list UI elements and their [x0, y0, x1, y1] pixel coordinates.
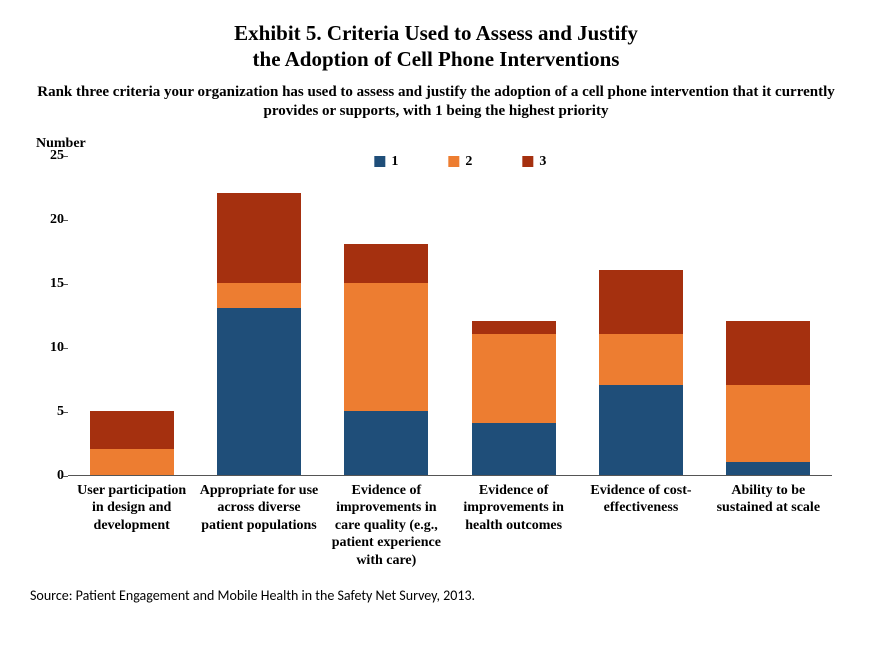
stacked-bar [217, 193, 301, 475]
y-tick-label: 10 [40, 340, 64, 356]
stacked-bar [472, 321, 556, 475]
bar-segment [726, 321, 810, 385]
y-tick-label: 15 [40, 276, 64, 292]
chart-subtitle: Rank three criteria your organization ha… [30, 83, 842, 122]
bar-segment [217, 283, 301, 309]
bar-slot [195, 156, 322, 475]
bar-segment [217, 193, 301, 283]
y-tick-mark [63, 476, 68, 477]
bar-segment [90, 411, 174, 449]
y-tick-label: 5 [40, 404, 64, 420]
bar-slot [323, 156, 450, 475]
bar-segment [344, 244, 428, 282]
y-axis-label: Number [36, 136, 842, 152]
x-tick-label: Appropriate for use across diverse patie… [195, 482, 322, 570]
bars-container [68, 156, 832, 475]
bar-segment [472, 334, 556, 424]
bar-segment [599, 270, 683, 334]
x-labels: User participation in design and develop… [68, 482, 832, 570]
bar-segment [726, 462, 810, 475]
x-tick-label: Evidence of improvements in care quality… [323, 482, 450, 570]
x-tick-label: Ability to be sustained at scale [705, 482, 832, 570]
chart-area: 0510152025 123 [40, 156, 832, 476]
bar-segment [599, 385, 683, 475]
y-tick-label: 20 [40, 212, 64, 228]
stacked-bar [726, 321, 810, 475]
bar-slot [68, 156, 195, 475]
title-line-1: Exhibit 5. Criteria Used to Assess and J… [234, 21, 638, 45]
bar-segment [217, 308, 301, 474]
stacked-bar [344, 244, 428, 474]
y-tick-label: 25 [40, 148, 64, 164]
x-tick-label: Evidence of improvements in health outco… [450, 482, 577, 570]
bar-segment [344, 283, 428, 411]
bar-segment [726, 385, 810, 462]
title-line-2: the Adoption of Cell Phone Interventions [253, 47, 620, 71]
stacked-bar [90, 411, 174, 475]
stacked-bar [599, 270, 683, 475]
plot-area: 123 [68, 156, 832, 476]
y-tick-label: 0 [40, 468, 64, 484]
x-tick-label: User participation in design and develop… [68, 482, 195, 570]
chart-title: Exhibit 5. Criteria Used to Assess and J… [30, 20, 842, 73]
bar-segment [472, 321, 556, 334]
bar-segment [472, 423, 556, 474]
x-tick-label: Evidence of cost-effectiveness [577, 482, 704, 570]
bar-slot [705, 156, 832, 475]
bar-segment [90, 449, 174, 475]
bar-slot [577, 156, 704, 475]
bar-segment [344, 411, 428, 475]
source-text: Source: Patient Engagement and Mobile He… [30, 587, 842, 604]
bar-segment [599, 334, 683, 385]
bar-slot [450, 156, 577, 475]
